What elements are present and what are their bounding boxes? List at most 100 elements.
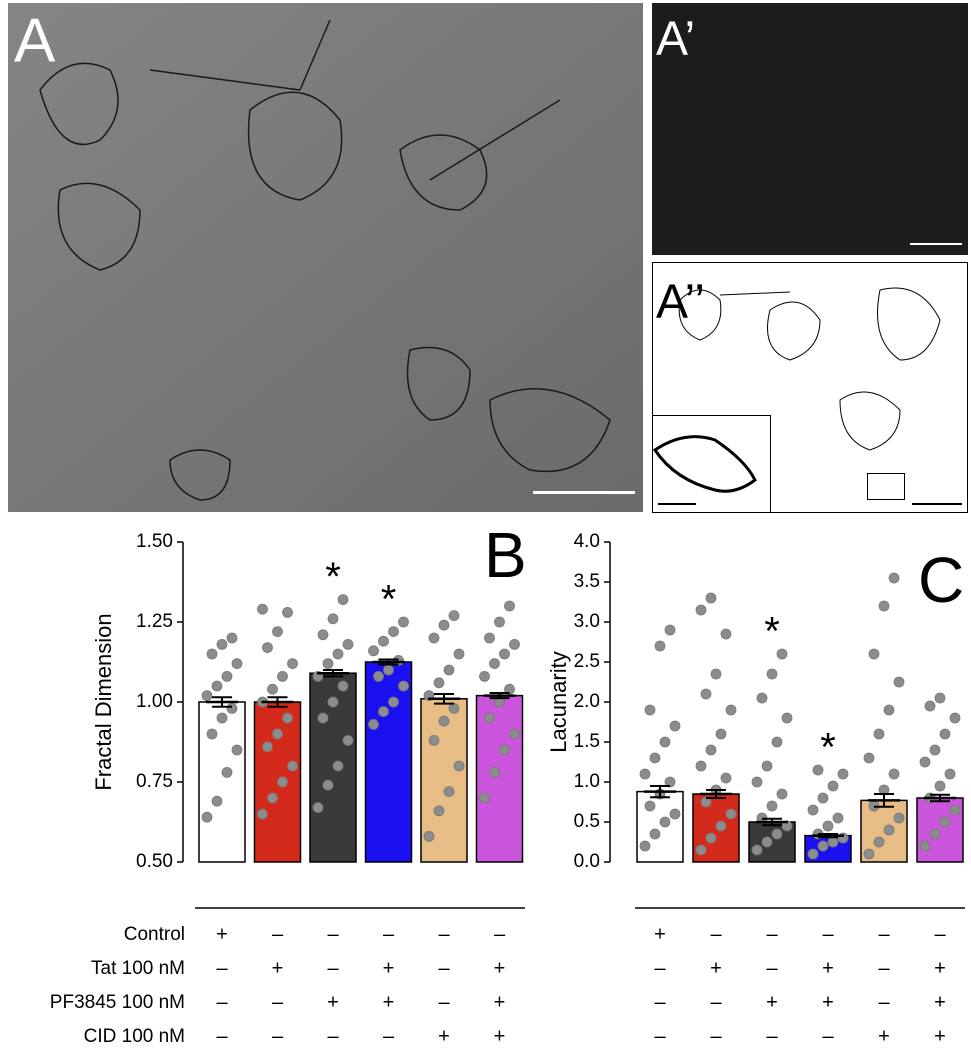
micrograph-a-prime [652, 3, 968, 255]
data-point [695, 760, 707, 772]
data-point [705, 744, 717, 756]
treatment-sign: – [710, 923, 722, 945]
outline-drawing [678, 287, 941, 451]
data-point [761, 760, 773, 772]
data-point [231, 744, 243, 756]
data-point [378, 706, 389, 717]
data-point [226, 703, 238, 714]
data-point [695, 604, 707, 616]
data-point [317, 629, 329, 641]
data-point [453, 760, 465, 772]
scale-bar [533, 491, 635, 494]
treatment-sign: – [934, 923, 946, 945]
data-point [776, 648, 788, 660]
data-point [221, 767, 233, 778]
data-point [509, 728, 520, 740]
data-point [822, 820, 834, 832]
treatment-label: Tat 100 nM [91, 958, 185, 979]
data-point [669, 808, 681, 820]
treatment-sign: + [327, 991, 339, 1013]
data-point [443, 786, 455, 797]
data-point [322, 779, 334, 791]
data-point [216, 639, 228, 650]
data-point [489, 767, 500, 778]
data-point [277, 776, 288, 788]
y-axis-label: Fractal Dimension [91, 613, 116, 790]
bar [198, 701, 246, 863]
significance: * [325, 555, 341, 599]
data-point [322, 658, 334, 669]
treatment-label: Control [124, 924, 185, 945]
data-point [504, 600, 515, 612]
treatment-sign: + [272, 957, 284, 979]
data-point [756, 692, 768, 704]
data-point [388, 696, 399, 708]
treatment-sign: + [710, 957, 722, 979]
data-point [332, 760, 344, 772]
y-tick-label: 3.5 [574, 571, 600, 592]
data-point [282, 712, 293, 724]
data-point [649, 828, 661, 840]
data-point [231, 658, 243, 669]
y-tick-label: 2.5 [574, 651, 600, 672]
data-point [639, 768, 651, 780]
data-point [873, 836, 885, 848]
treatment-sign: – [383, 923, 395, 945]
data-point [327, 696, 339, 708]
bar [475, 694, 524, 863]
data-point [226, 632, 238, 644]
treatment-sign: – [766, 923, 778, 945]
data-point [378, 635, 389, 647]
data-point [883, 704, 895, 716]
data-point [489, 658, 500, 669]
data-point [332, 648, 344, 660]
data-point [766, 668, 778, 680]
data-point [317, 712, 329, 724]
data-point [888, 768, 900, 780]
data-point [201, 811, 213, 823]
data-point [484, 632, 495, 644]
data-point [751, 776, 763, 788]
scale-bar [912, 503, 962, 505]
data-point [868, 648, 880, 660]
data-point [201, 690, 213, 701]
panel-label: A’ [656, 13, 695, 66]
y-tick-label: 4.0 [574, 531, 600, 552]
panel-label: A [14, 6, 56, 75]
data-point [827, 836, 839, 848]
treatment-sign: + [216, 923, 228, 945]
y-tick-label: 0.50 [136, 851, 173, 872]
treatment-sign: – [438, 991, 450, 1013]
data-point [327, 613, 339, 625]
data-point [368, 645, 379, 657]
treatment-sign: – [822, 1025, 834, 1047]
data-point [939, 728, 951, 740]
treatment-sign: – [272, 991, 284, 1013]
data-point [664, 624, 676, 636]
data-point [695, 844, 707, 856]
bar [364, 661, 413, 863]
data-point [781, 712, 793, 724]
data-point [919, 756, 931, 768]
panel-label: B [484, 519, 527, 591]
data-point [433, 805, 445, 817]
inset-outline [652, 435, 757, 493]
data-point [776, 788, 788, 800]
scale-bar [658, 503, 696, 505]
treatment-sign: + [383, 957, 395, 979]
data-point [649, 752, 661, 764]
data-point [725, 808, 737, 820]
treatment-sign: + [438, 1025, 450, 1047]
data-point [766, 800, 778, 812]
data-point [807, 804, 819, 816]
treatment-label: CID 100 nM [84, 1026, 185, 1047]
inset [652, 415, 771, 513]
y-tick-label: 1.50 [136, 531, 173, 552]
treatment-sign: – [272, 1025, 284, 1047]
data-point [934, 692, 946, 704]
data-point [206, 648, 218, 660]
data-point [817, 840, 829, 852]
data-point [893, 676, 905, 688]
y-tick-label: 1.5 [574, 731, 600, 752]
data-point [893, 812, 905, 824]
